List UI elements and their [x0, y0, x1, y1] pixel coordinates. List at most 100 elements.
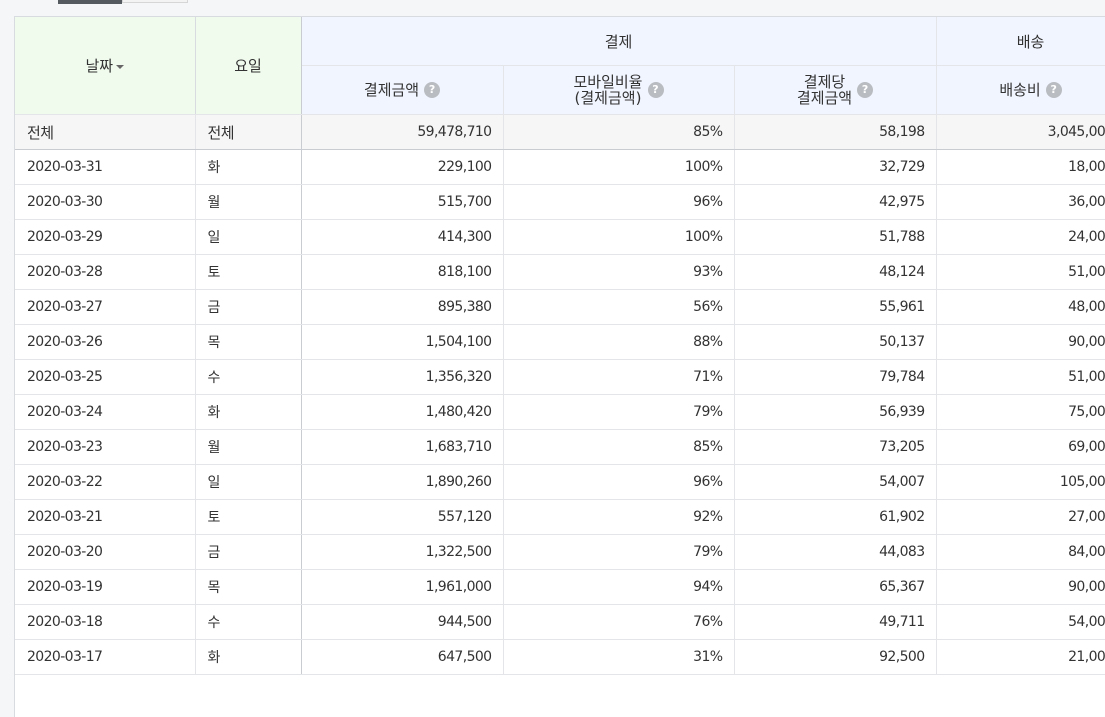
per-payment-cell: 48,124 — [734, 254, 937, 290]
top-tab-bar — [58, 0, 188, 4]
shipping-fee-header-label: 배송비 — [999, 80, 1041, 99]
per-payment-cell: 54,007 — [734, 464, 937, 500]
shipping-fee-cell: 69,000 — [936, 429, 1105, 465]
per-payment-header-line1: 결제당 — [803, 73, 846, 91]
day-cell: 화 — [195, 394, 302, 430]
date-cell: 2020-03-17 — [15, 639, 196, 675]
tab-active[interactable] — [58, 0, 122, 4]
day-cell: 수 — [195, 604, 302, 640]
per-payment-cell: 50,137 — [734, 324, 937, 360]
shipping-fee-cell: 105,000 — [936, 464, 1105, 500]
shipping-fee-cell: 27,000 — [936, 499, 1105, 535]
date-cell: 2020-03-19 — [15, 569, 196, 605]
per-payment-cell: 51,788 — [734, 219, 937, 255]
amount-cell: 229,100 — [301, 149, 504, 185]
amount-cell: 895,380 — [301, 289, 504, 325]
shipping-fee-cell: 51,000 — [936, 359, 1105, 395]
per-payment-column-header: 결제당 결제금액? — [734, 65, 937, 115]
day-cell: 토 — [195, 254, 302, 290]
shipping-fee-cell: 90,000 — [936, 569, 1105, 605]
sort-caret-icon[interactable] — [116, 64, 125, 69]
per-payment-cell: 79,784 — [734, 359, 937, 395]
date-cell: 2020-03-29 — [15, 219, 196, 255]
per-payment-header-line2: 결제금액 — [796, 89, 853, 107]
day-cell: 월 — [195, 184, 302, 220]
day-cell: 금 — [195, 289, 302, 325]
stats-table-container: 날짜 요일 결제 배송 결제금액? 모바일비율 (결제금액)? — [14, 16, 1105, 717]
mobile-ratio-cell: 79% — [503, 394, 735, 430]
shipping-fee-cell: 18,000 — [936, 149, 1105, 185]
mobile-ratio-cell: 96% — [503, 184, 735, 220]
per-payment-cell: 55,961 — [734, 289, 937, 325]
shipping-fee-cell: 21,000 — [936, 639, 1105, 675]
shipping-fee-column-header: 배송비? — [936, 65, 1105, 115]
mobile-ratio-cell: 85% — [503, 429, 735, 465]
date-cell: 2020-03-28 — [15, 254, 196, 290]
date-cell: 2020-03-22 — [15, 464, 196, 500]
amount-header-label: 결제금액 — [363, 80, 420, 99]
day-header-label: 요일 — [234, 57, 262, 75]
day-cell: 일 — [195, 219, 302, 255]
shipping-fee-cell: 90,000 — [936, 324, 1105, 360]
amount-cell: 818,100 — [301, 254, 504, 290]
help-icon[interactable]: ? — [647, 82, 664, 98]
mobile-ratio-cell: 88% — [503, 324, 735, 360]
help-icon[interactable]: ? — [424, 82, 441, 99]
payment-group-label: 결제 — [604, 32, 633, 51]
date-cell: 2020-03-21 — [15, 499, 196, 535]
amount-cell: 1,890,260 — [301, 464, 504, 500]
mobile-ratio-cell: 96% — [503, 464, 735, 500]
shipping-group-label: 배송 — [1016, 32, 1045, 51]
amount-cell: 1,683,710 — [301, 429, 504, 465]
mobile-ratio-cell: 79% — [503, 534, 735, 570]
date-cell: 2020-03-27 — [15, 289, 196, 325]
per-payment-cell: 73,205 — [734, 429, 937, 465]
amount-cell: 1,504,100 — [301, 324, 504, 360]
amount-cell: 1,322,500 — [301, 534, 504, 570]
help-icon[interactable]: ? — [857, 82, 874, 98]
day-column-header: 요일 — [195, 17, 302, 115]
mobile-ratio-header-line2: (결제금액) — [574, 89, 642, 107]
total-shipping-cell: 3,045,000 — [936, 114, 1105, 150]
day-cell: 토 — [195, 499, 302, 535]
mobile-ratio-cell: 56% — [503, 289, 735, 325]
per-payment-cell: 61,902 — [734, 499, 937, 535]
mobile-ratio-column-header: 모바일비율 (결제금액)? — [503, 65, 735, 115]
tab-inactive[interactable] — [122, 0, 188, 3]
date-cell: 2020-03-30 — [15, 184, 196, 220]
date-column-header[interactable]: 날짜 — [15, 17, 196, 115]
per-payment-cell: 65,367 — [734, 569, 937, 605]
mobile-ratio-cell: 94% — [503, 569, 735, 605]
per-payment-cell: 56,939 — [734, 394, 937, 430]
day-cell: 일 — [195, 464, 302, 500]
date-cell: 2020-03-20 — [15, 534, 196, 570]
date-cell: 2020-03-31 — [15, 149, 196, 185]
per-payment-header-label: 결제당 결제금액 — [797, 74, 852, 106]
mobile-ratio-cell: 76% — [503, 604, 735, 640]
day-cell: 화 — [195, 149, 302, 185]
amount-cell: 414,300 — [301, 219, 504, 255]
shipping-fee-cell: 48,000 — [936, 289, 1105, 325]
shipping-fee-cell: 36,000 — [936, 184, 1105, 220]
amount-cell: 515,700 — [301, 184, 504, 220]
shipping-fee-cell: 54,000 — [936, 604, 1105, 640]
amount-cell: 1,480,420 — [301, 394, 504, 430]
help-icon[interactable]: ? — [1045, 82, 1062, 99]
per-payment-cell: 92,500 — [734, 639, 937, 675]
amount-cell: 557,120 — [301, 499, 504, 535]
amount-column-header: 결제금액? — [301, 65, 504, 115]
amount-cell: 647,500 — [301, 639, 504, 675]
amount-cell: 1,961,000 — [301, 569, 504, 605]
